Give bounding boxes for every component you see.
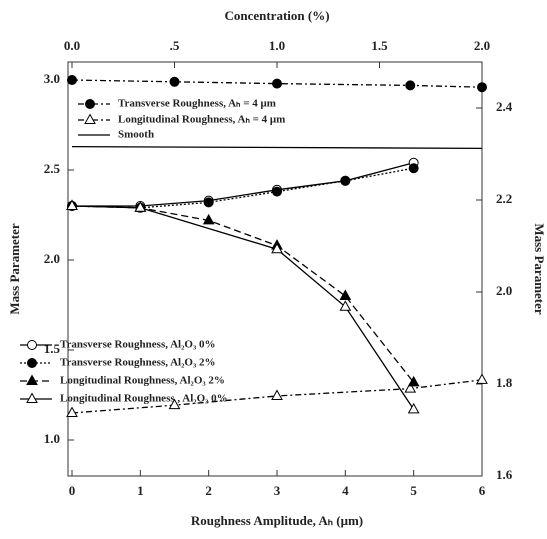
plot-frame bbox=[67, 61, 483, 477]
marker bbox=[67, 75, 77, 85]
y-tick-label: 2.0 bbox=[44, 251, 60, 266]
legend-label: Longitudinal Roughness, Al₂O₃ 2% bbox=[60, 375, 225, 387]
y-tick-label: 1.5 bbox=[44, 341, 61, 356]
y2-axis-title: Mass Parameter bbox=[532, 223, 547, 315]
y-tick-label: 2.5 bbox=[44, 161, 61, 176]
x2-tick-label: 0.0 bbox=[64, 38, 80, 53]
marker bbox=[476, 373, 488, 384]
series-line bbox=[72, 162, 414, 207]
legend-label: Transverse Roughness, Aₕ = 4 μm bbox=[118, 98, 276, 110]
marker bbox=[272, 186, 282, 197]
marker bbox=[271, 242, 283, 254]
marker bbox=[202, 213, 215, 225]
legend-label: Transverse Roughness, Al₂O₃ 2% bbox=[60, 357, 216, 369]
x-tick-label: 3 bbox=[274, 483, 281, 498]
legend-label: Transverse Roughness, Al₂O₃ 0% bbox=[60, 339, 216, 351]
marker bbox=[404, 382, 417, 393]
legend-label: Longitudinal Roughness , Al₂O₃ 0% bbox=[60, 393, 228, 405]
legend-label: Longitudinal Roughness, Aₕ = 4 μm bbox=[118, 114, 285, 126]
marker bbox=[339, 289, 352, 300]
x-axis-title: Roughness Amplitude, Aₕ (μm) bbox=[191, 513, 363, 528]
y2-tick-label: 1.8 bbox=[496, 375, 513, 390]
legend-marker bbox=[27, 340, 37, 350]
x2-tick-label: .5 bbox=[170, 38, 180, 53]
x2-tick-label: 2.0 bbox=[474, 38, 490, 53]
marker bbox=[339, 300, 352, 311]
y2-tick-label: 2.0 bbox=[496, 283, 512, 298]
y2-tick-label: 2.2 bbox=[496, 191, 512, 206]
marker bbox=[169, 76, 180, 87]
y-axis-title: Mass Parameter bbox=[7, 223, 22, 315]
legend-marker bbox=[26, 374, 38, 385]
x2-tick-label: 1.0 bbox=[269, 38, 285, 53]
marker bbox=[168, 398, 181, 410]
marker bbox=[477, 82, 487, 93]
y-tick-label: 1.0 bbox=[44, 431, 60, 446]
marker bbox=[66, 199, 78, 210]
y-tick-label: 3.0 bbox=[44, 71, 60, 86]
marker bbox=[203, 197, 214, 208]
legend-marker bbox=[27, 358, 37, 368]
marker bbox=[66, 406, 78, 417]
x-tick-label: 4 bbox=[342, 483, 349, 498]
series-line bbox=[71, 145, 483, 150]
marker bbox=[272, 78, 282, 89]
y2-tick-label: 2.4 bbox=[496, 99, 513, 114]
x-tick-label: 1 bbox=[137, 483, 144, 498]
x-tick-label: 6 bbox=[479, 483, 486, 498]
x2-axis-title: Concentration (%) bbox=[224, 8, 329, 23]
x-tick-label: 2 bbox=[205, 483, 212, 498]
y2-tick-label: 1.6 bbox=[496, 467, 513, 482]
marker bbox=[134, 201, 147, 212]
marker bbox=[405, 80, 416, 91]
marker bbox=[407, 402, 420, 414]
legend-marker bbox=[26, 392, 38, 403]
marker bbox=[408, 163, 419, 174]
x-tick-label: 5 bbox=[410, 483, 417, 498]
marker bbox=[340, 175, 351, 186]
marker bbox=[271, 389, 283, 400]
legend-label: Smooth bbox=[118, 129, 154, 141]
x-tick-label: 0 bbox=[69, 483, 76, 498]
legend-marker bbox=[85, 99, 95, 109]
x2-tick-label: 1.5 bbox=[371, 38, 388, 53]
legend-marker bbox=[84, 113, 96, 124]
marker bbox=[407, 375, 420, 387]
